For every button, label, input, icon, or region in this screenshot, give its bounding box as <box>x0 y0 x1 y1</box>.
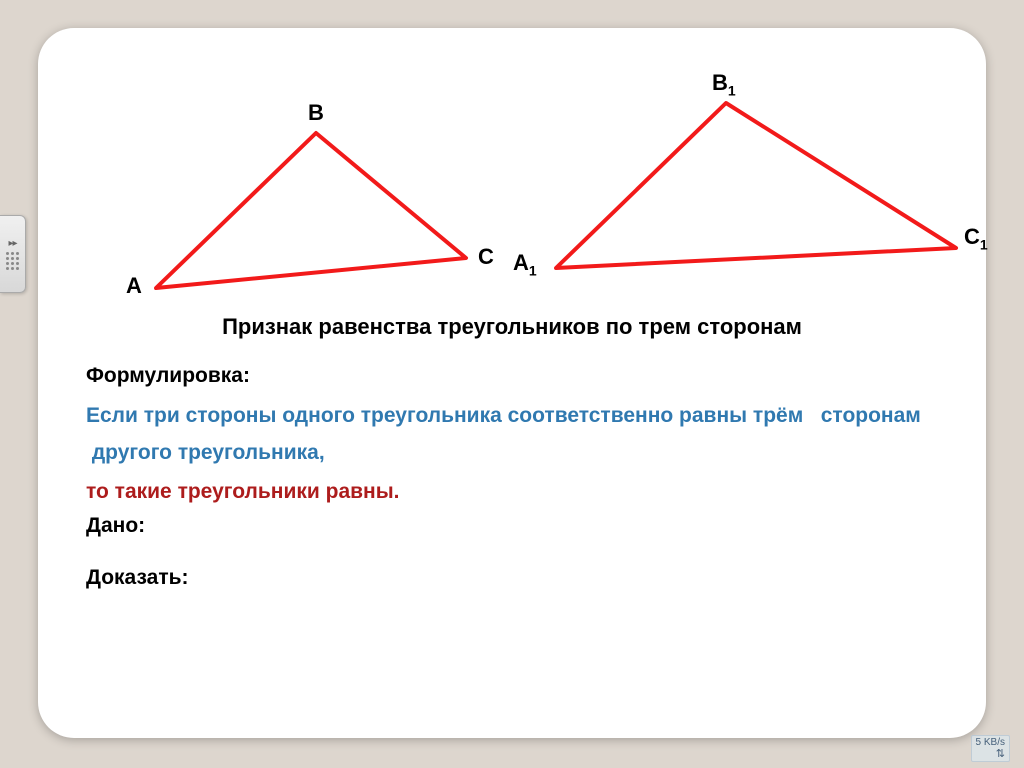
network-speed-badge: 5 KB/s ⇅ <box>971 735 1010 762</box>
label-prove: Доказать: <box>86 566 938 590</box>
vertex-label-B1: B1 <box>712 70 736 98</box>
net-speed-value: 5 KB/s <box>976 737 1005 748</box>
network-icon: ⇅ <box>996 748 1005 760</box>
vertex-label-C: C <box>478 244 494 270</box>
triangles-svg <box>86 58 986 318</box>
triangle-right <box>556 103 956 268</box>
vertex-label-A1: A1 <box>513 250 537 278</box>
statement-condition: Если три стороны одного треугольника соо… <box>86 398 938 472</box>
label-given: Дано: <box>86 514 938 538</box>
statement-conclusion: то такие треугольники равны. <box>86 480 938 504</box>
chevron-right-icon: ▸▸ <box>8 238 16 249</box>
grip-dots-icon <box>6 252 19 270</box>
vertex-label-A: A <box>126 273 142 299</box>
label-formulation: Формулировка: <box>86 364 938 388</box>
triangles-diagram: A B C A1 B1 C1 <box>86 58 938 308</box>
slide-card: A B C A1 B1 C1 Признак равенства треугол… <box>38 28 986 738</box>
sidebar-expand-tab[interactable]: ▸▸ <box>0 215 26 293</box>
vertex-label-C1: C1 <box>964 224 988 252</box>
triangle-left <box>156 133 466 288</box>
vertex-label-B: B <box>308 100 324 126</box>
